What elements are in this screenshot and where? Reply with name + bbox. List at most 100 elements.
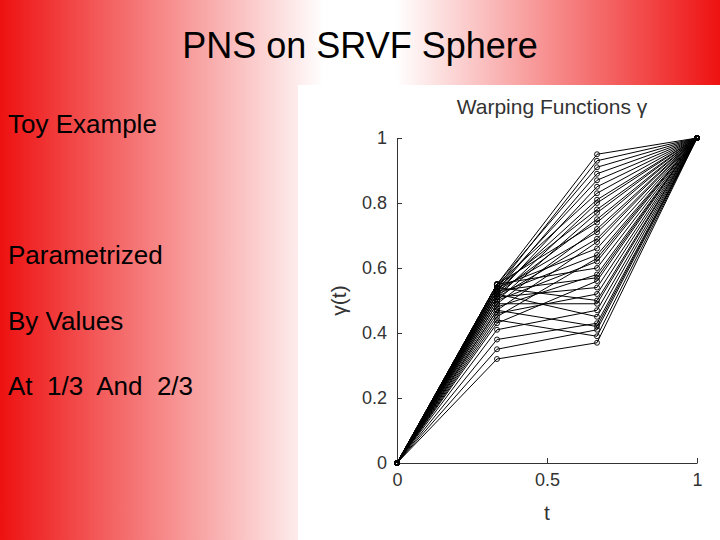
- warping-line: [397, 138, 697, 463]
- warping-line: [397, 138, 697, 463]
- marker: [595, 292, 600, 297]
- warping-line: [397, 138, 697, 463]
- marker: [595, 210, 600, 215]
- marker: [595, 334, 600, 339]
- marker: [494, 327, 499, 332]
- warping-line: [397, 138, 697, 463]
- plot-area: [395, 136, 700, 466]
- warping-line: [397, 138, 697, 463]
- marker: [595, 285, 600, 290]
- warping-line: [397, 138, 697, 463]
- slide-title: PNS on SRVF Sphere: [182, 25, 538, 66]
- tick: 1: [377, 128, 402, 148]
- marker: [595, 191, 600, 196]
- warping-line: [397, 138, 697, 463]
- warping-line: [397, 138, 697, 463]
- y-axis-title: γ(t): [327, 285, 350, 315]
- warping-line: [397, 138, 697, 463]
- marker: [595, 340, 600, 345]
- marker: [494, 292, 499, 297]
- axis-line: [398, 463, 698, 464]
- marker: [494, 285, 499, 290]
- y-axis: 0 0.2 0.4 0.6 0.8 1: [362, 128, 402, 473]
- tick-label: 0.6: [362, 258, 387, 278]
- marker: [494, 347, 499, 352]
- warping-line: [397, 138, 697, 463]
- axis-line: [397, 139, 398, 464]
- tick-label: 0.2: [362, 388, 387, 408]
- marker: [595, 266, 600, 271]
- warping-line: [397, 138, 697, 463]
- warping-line: [397, 138, 697, 463]
- marker: [595, 259, 600, 264]
- x-axis: 00.51: [392, 458, 702, 490]
- marker: [595, 165, 600, 170]
- warping-line: [397, 138, 697, 463]
- marker: [595, 308, 600, 313]
- warping-line: [397, 138, 697, 463]
- marker: [595, 230, 600, 235]
- marker: [595, 246, 600, 251]
- marker: [595, 314, 600, 319]
- tick: 0.8: [362, 193, 402, 213]
- warping-line: [397, 138, 697, 463]
- tick: 0: [377, 453, 402, 473]
- warping-line: [397, 138, 697, 463]
- chart-title: Warping Functions γ: [457, 95, 648, 118]
- warping-line: [397, 138, 697, 463]
- warping-line: [397, 138, 697, 463]
- warping-line: [397, 138, 697, 463]
- tick-mark: [397, 138, 402, 139]
- warping-line: [397, 138, 697, 463]
- slide-text: By Values: [8, 306, 123, 336]
- marker: [595, 279, 600, 284]
- marker: [494, 357, 499, 362]
- tick-label: 1: [377, 128, 387, 148]
- warping-line: [397, 138, 697, 463]
- chart-panel: [298, 85, 720, 540]
- warping-line: [397, 138, 697, 463]
- marker: [395, 461, 400, 466]
- marker: [595, 152, 600, 157]
- tick: 0.5: [535, 458, 560, 490]
- warping-line: [397, 138, 697, 463]
- warping-line: [397, 138, 697, 463]
- tick-label: 0.4: [362, 323, 387, 343]
- tick-mark: [397, 203, 402, 204]
- marker: [595, 201, 600, 206]
- slide-text: At 1/3 And 2/3: [8, 371, 193, 401]
- background: [0, 0, 720, 540]
- marker: [695, 136, 700, 141]
- tick-label: 0.5: [535, 470, 560, 490]
- marker: [595, 327, 600, 332]
- marker: [595, 184, 600, 189]
- slide-text: Toy Example: [8, 109, 157, 139]
- warping-line: [397, 138, 697, 463]
- tick-label: 0: [377, 453, 387, 473]
- warping-line: [397, 138, 697, 463]
- warping-line: [397, 138, 697, 463]
- tick-mark: [547, 458, 548, 463]
- tick: 1: [692, 458, 702, 490]
- marker: [595, 171, 600, 176]
- tick: 0.2: [362, 388, 402, 408]
- marker: [595, 220, 600, 225]
- warping-line: [397, 138, 697, 463]
- marker: [494, 301, 499, 306]
- tick-label: 1: [692, 470, 702, 490]
- tick-mark: [397, 333, 402, 334]
- marker: [494, 318, 499, 323]
- warping-line: [397, 138, 697, 463]
- marker: [595, 240, 600, 245]
- warping-line: [397, 138, 697, 463]
- warping-line: [397, 138, 697, 463]
- tick-mark: [397, 268, 402, 269]
- marker: [494, 308, 499, 313]
- tick-label: 0: [392, 470, 402, 490]
- slide: PNS on SRVF SphereToy ExampleParametrize…: [0, 0, 720, 540]
- x-axis-title: t: [544, 501, 550, 524]
- tick-mark: [697, 458, 698, 463]
- warping-line: [397, 138, 697, 463]
- tick: 0.4: [362, 323, 402, 343]
- tick-mark: [397, 398, 402, 399]
